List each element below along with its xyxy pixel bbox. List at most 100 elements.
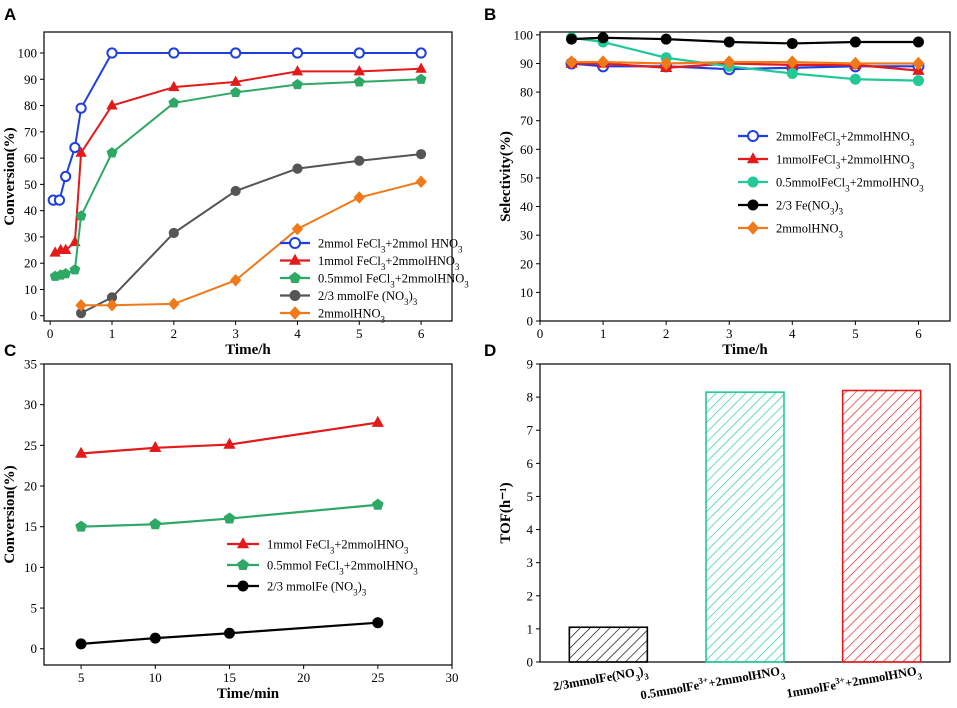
x-category-label: 1mmolFe3++2mmolHNO3 — [785, 661, 923, 704]
x-tick-label: 5 — [78, 670, 85, 685]
plot-frame — [43, 31, 453, 322]
y-tick-label: 7 — [527, 423, 534, 438]
x-tick-label: 6 — [915, 326, 922, 341]
y-tick-label: 0 — [31, 641, 38, 656]
data-point — [106, 298, 118, 312]
legend-label: 0.5mmol FeCl3+2mmolHNO3 — [318, 272, 469, 290]
legend-marker — [747, 199, 759, 211]
series-1 — [75, 498, 384, 532]
data-point — [353, 65, 365, 76]
legend-label: 2mmolHNO3 — [776, 222, 844, 240]
legend-label: 2mmolHNO3 — [318, 307, 386, 325]
legend-marker — [288, 253, 302, 265]
y-tick-label: 70 — [24, 124, 37, 139]
data-point — [371, 415, 384, 427]
bar — [705, 391, 785, 663]
data-point — [75, 298, 87, 312]
x-category-label: 2/3mmolFe(NO3)3 — [552, 663, 650, 697]
y-tick-label: 5 — [31, 601, 38, 616]
y-tick-label: 4 — [527, 522, 534, 537]
data-point — [168, 80, 180, 92]
panel-label: D — [484, 341, 496, 360]
y-tick-label: 3 — [527, 555, 534, 570]
data-point — [291, 222, 304, 236]
data-point — [106, 99, 118, 110]
y-tick-label: 40 — [24, 203, 37, 218]
series-line — [53, 52, 422, 202]
data-point — [75, 102, 87, 114]
y-tick-label: 5 — [527, 489, 534, 504]
x-tick-label: 1 — [109, 326, 116, 341]
legend-label: 0.5mmolFeCl3+2mmolHNO3 — [776, 176, 924, 194]
y-tick-label: 20 — [24, 256, 37, 271]
legend-marker — [237, 558, 249, 570]
legend: 2mmolFeCl3+2mmolHNO3 1mmolFeCl3+2mmolHNO3… — [738, 130, 924, 240]
legend-marker — [746, 221, 760, 235]
series-line — [81, 503, 378, 528]
series-4 — [75, 175, 427, 312]
x-tick-label: 20 — [297, 670, 310, 685]
x-tick-label: 10 — [149, 670, 162, 685]
y-tick-label: 9 — [527, 357, 534, 372]
data-point — [849, 73, 861, 85]
data-point — [659, 56, 673, 71]
panel-d: D 0 1 2 3 4 5 6 7 8 9 TOF(h⁻¹) 2/3mmolFe(NO3)30.5mmo… — [484, 341, 951, 706]
y-axis-title: Conversion(%) — [2, 465, 18, 563]
data-point — [230, 86, 242, 98]
legend-marker — [289, 237, 301, 249]
data-point — [565, 55, 578, 69]
data-point — [75, 210, 87, 221]
y-tick-label: 90 — [24, 72, 37, 87]
plot-frame — [43, 363, 453, 666]
data-point — [223, 512, 236, 524]
data-point — [291, 47, 304, 59]
data-point — [660, 33, 672, 45]
data-point — [353, 76, 365, 87]
data-point — [149, 518, 162, 530]
data-point — [596, 55, 610, 69]
data-point — [723, 55, 736, 69]
data-point — [168, 97, 180, 108]
data-point — [353, 47, 365, 59]
data-point — [168, 227, 179, 239]
x-tick-label: 30 — [446, 670, 459, 685]
panel-label: B — [484, 5, 496, 24]
legend-label: 1mmolFeCl3+2mmolHNO3 — [776, 153, 915, 171]
data-point — [786, 67, 798, 79]
data-point — [69, 142, 81, 154]
data-point — [912, 36, 924, 48]
y-tick-label: 1 — [527, 621, 534, 636]
data-point — [786, 55, 799, 69]
legend-label: 2/3 mmolFe (NO3)3 — [318, 289, 418, 307]
x-tick-label: 1 — [600, 326, 607, 341]
legend-label: 2/3 Fe(NO3)3 — [776, 199, 844, 217]
y-tick-label: 20 — [520, 256, 533, 271]
y-axis-title: Conversion(%) — [2, 127, 18, 225]
legend-marker — [289, 271, 301, 283]
panel-a: A 0 10 20 30 40 50 60 70 80 90 100 Conversion(%) 0 1 2 3… — [2, 5, 469, 358]
series-3 — [75, 149, 427, 319]
data-point — [566, 33, 578, 45]
legend-marker — [237, 580, 249, 592]
y-tick-label: 90 — [520, 56, 533, 71]
y-tick-label: 10 — [520, 285, 533, 300]
panel-b: B 0 10 20 30 40 50 60 70 80 90 100 Selectivity(%) 0 1 2… — [484, 5, 951, 358]
data-point — [849, 56, 862, 71]
series-3 — [566, 32, 924, 49]
data-point — [69, 264, 81, 275]
data-point — [354, 155, 365, 166]
legend-marker — [747, 176, 759, 188]
data-point — [149, 632, 161, 644]
y-tick-label: 10 — [24, 282, 37, 297]
data-point — [223, 627, 235, 639]
data-point — [168, 297, 180, 311]
series-2 — [75, 617, 384, 650]
data-point — [291, 65, 304, 76]
y-tick-label: 50 — [24, 177, 37, 192]
legend-marker — [288, 306, 302, 320]
data-point — [912, 56, 925, 71]
data-point — [59, 243, 72, 255]
data-point — [353, 191, 366, 204]
